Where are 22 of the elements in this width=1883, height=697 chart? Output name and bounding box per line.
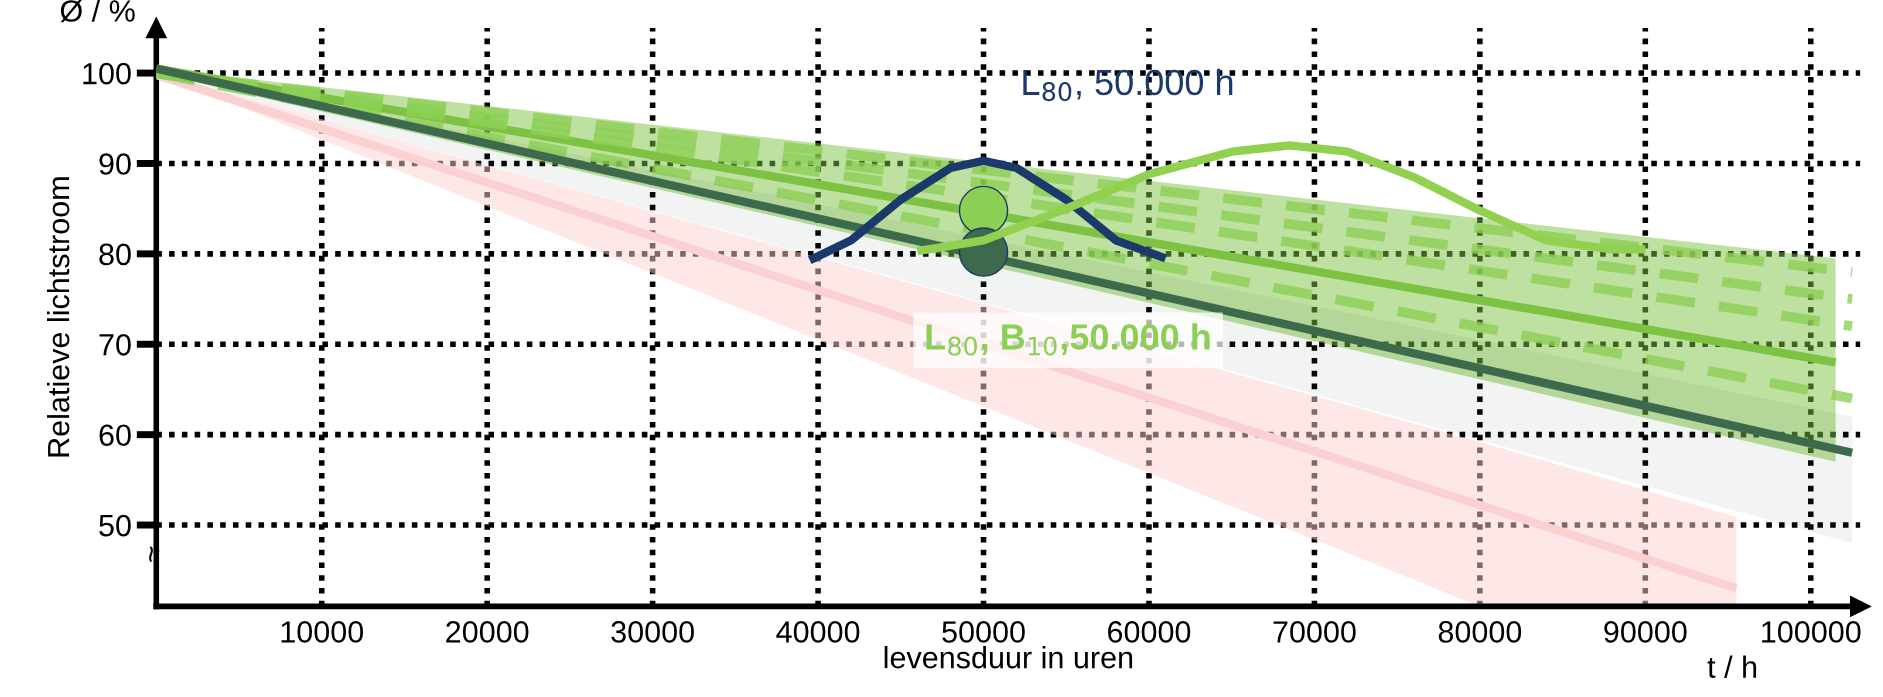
x-tick-label: 70000 [1273, 621, 1356, 643]
annotation: L$_{80}$, B$_{10}$,50.000 h [926, 323, 1210, 356]
y-tick-label: 60 [99, 424, 131, 447]
x-tick-label: 60000 [1108, 621, 1191, 643]
y-tick-label: 100 [83, 62, 131, 85]
text: t / h [1707, 655, 1757, 679]
x-tick-label: 20000 [446, 621, 529, 643]
y-tick-label: 70 [99, 333, 131, 356]
x-tick-label: 40000 [776, 621, 860, 643]
x-tick-label: 30000 [611, 621, 694, 643]
x-tick-label: 10000 [281, 621, 364, 643]
y-axis-title: Relatieve lichtstroom [46, 177, 70, 457]
x-axis-title: levensduur in uren [884, 645, 1133, 669]
x-tick-label: 50000 [942, 621, 1025, 643]
annotation: L$_{80}$, 50.000 h [1023, 68, 1233, 102]
y-tick-label: 80 [99, 243, 131, 266]
text: Ø / % [60, 0, 135, 23]
y-tick-label: 90 [99, 153, 131, 175]
x-tick-label: 100000 [1762, 621, 1861, 643]
x-tick-label: 80000 [1438, 621, 1522, 643]
x-tick-label: 90000 [1604, 621, 1687, 643]
y-tick-label: 50 [99, 514, 131, 537]
